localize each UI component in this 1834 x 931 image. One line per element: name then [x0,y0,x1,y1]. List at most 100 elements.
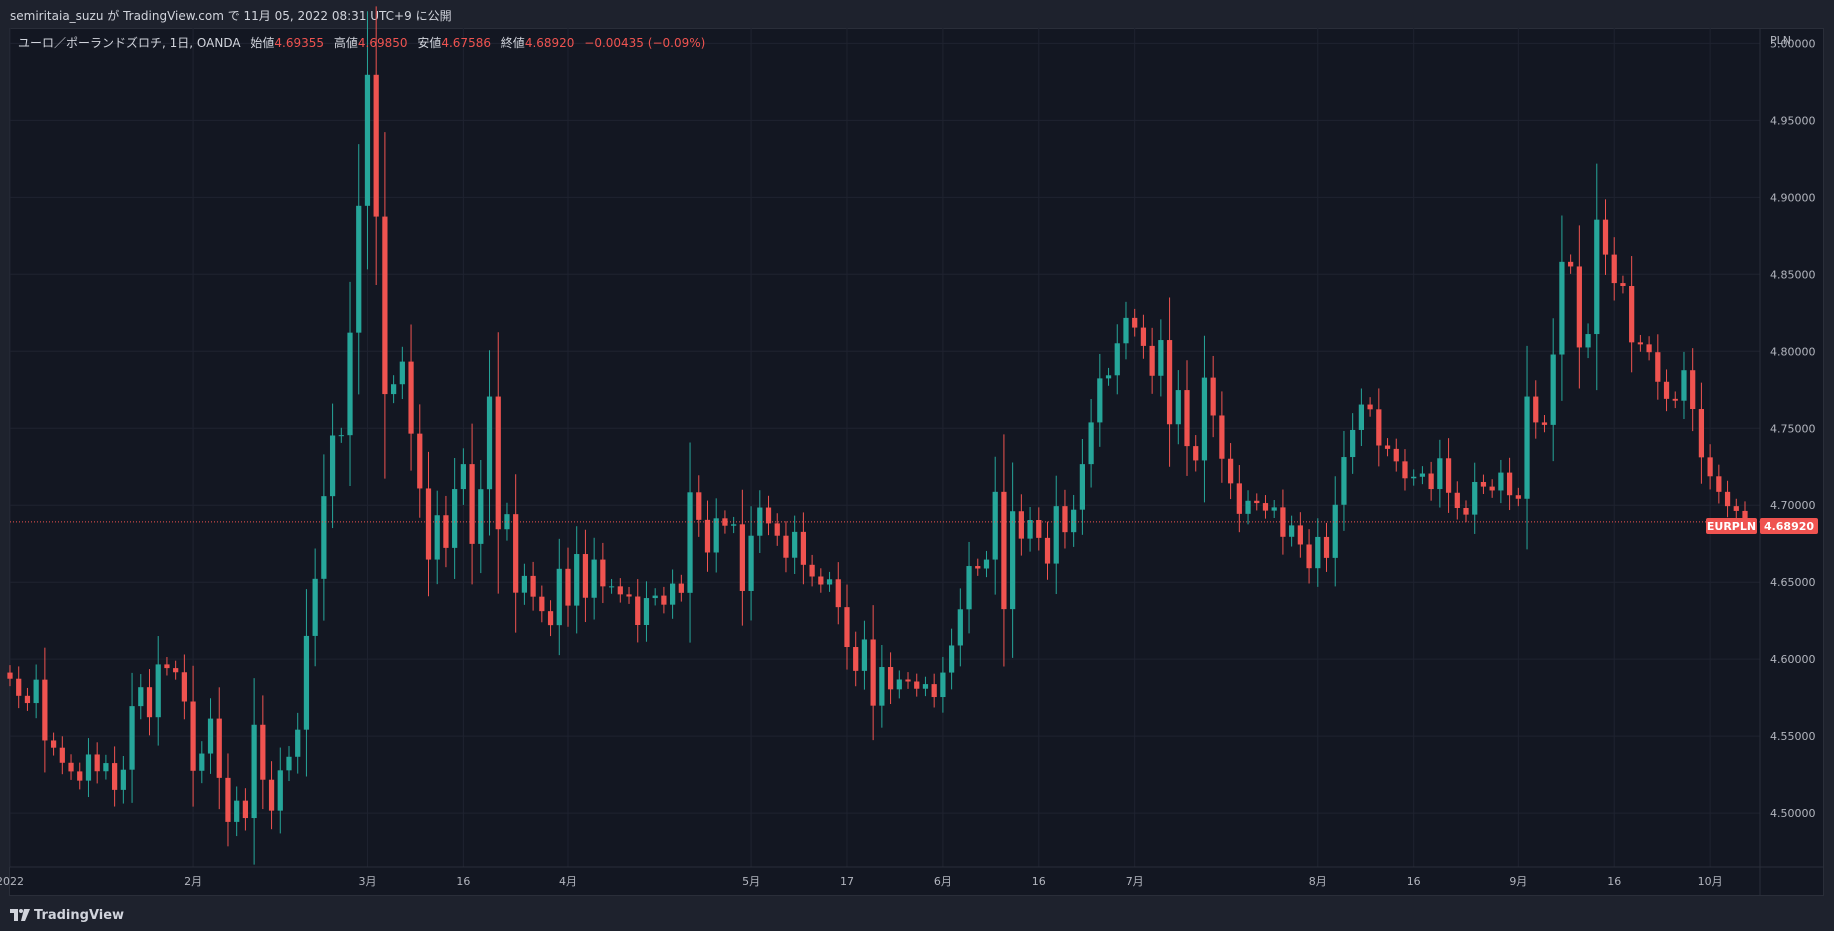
candle-body [1254,500,1260,504]
candle-body [1698,409,1705,458]
candle [617,578,623,603]
candle-body [155,664,161,718]
candle-body [853,647,859,671]
candle [809,554,815,587]
candle-body [1663,381,1670,399]
candle [268,761,275,830]
candle-body [1620,283,1626,287]
tradingview-logo[interactable]: TradingView [10,906,124,924]
candle-body [1611,254,1617,284]
candle-body [1428,473,1434,490]
candle [539,585,545,623]
candle [199,741,205,784]
candle-body [704,519,711,553]
candle [1053,475,1059,595]
candle-body [42,679,48,741]
candle-body [181,672,187,702]
candle-body [1123,317,1129,344]
candle [1533,380,1539,439]
candle [739,489,745,626]
time-tick-label: 7月 [1126,875,1144,888]
price-tick-label: 4.85000 [1770,268,1816,281]
candle [1210,355,1216,438]
candle-body [800,531,807,565]
candle [1506,457,1513,511]
candle-body [547,611,554,626]
candle-body [1716,476,1722,492]
candle [1655,334,1661,400]
candle [818,568,824,593]
candle-body [94,754,100,772]
candle [547,600,554,637]
candle [495,332,501,594]
change-value: −0.00435 (−0.09%) [584,36,706,50]
candle [835,562,841,625]
candle [1629,256,1635,373]
candle [1358,388,1364,446]
candle-body [1454,492,1460,509]
candle [373,6,379,286]
candle [434,490,440,585]
chart-frame[interactable] [9,28,1824,896]
candle [1219,391,1225,483]
candle [983,550,990,578]
candle [382,132,388,479]
price-tick-label: 4.90000 [1770,191,1816,204]
candle-body [234,800,240,822]
candle [914,673,920,697]
publish-info: semiritaia_suzu が TradingView.com で 11月 … [10,9,452,23]
candle [33,664,39,719]
candle [1602,199,1609,275]
candle [608,578,615,594]
candle-body [207,718,214,754]
candle [242,788,249,831]
candle [338,427,344,443]
candle-body [260,724,266,780]
candle-body [33,679,39,704]
candle-body [1629,286,1635,343]
candle [164,657,170,676]
candle-body [696,492,702,520]
candle-body [687,492,693,593]
candle-body [1506,472,1513,496]
candle-body [16,678,22,696]
candle [696,475,702,537]
candle [757,490,763,554]
candle [1036,507,1042,551]
candle-body [1184,390,1190,447]
candle [870,605,876,741]
candle-body [50,740,57,748]
candle [1698,382,1705,484]
candle-body [1001,491,1007,610]
candle-body [1036,520,1042,538]
candle-body [783,535,789,558]
candle [173,660,179,680]
candle-body [77,771,83,781]
candle-body [652,595,658,599]
candle [1315,518,1321,587]
candle [504,502,510,541]
candle [1341,430,1347,531]
candle [582,529,589,623]
candle-body [1289,525,1295,537]
candle-body [748,535,754,591]
candle [591,537,597,620]
candle [1193,435,1199,472]
grid [9,28,1760,867]
candle [1062,489,1068,549]
candle-body [739,524,745,591]
candle-body [268,779,275,811]
candle-body [1489,486,1495,491]
time-tick-label: 17 [840,875,854,888]
candle [844,584,850,670]
candle-body [1472,481,1478,515]
candle [1480,474,1487,494]
candle [1350,413,1356,474]
candle-body [1158,340,1164,376]
low-label: 安値 [417,36,442,50]
price-tick-label: 4.95000 [1770,114,1816,127]
candle-body [792,531,798,558]
candle [1367,397,1373,417]
candle [1105,367,1112,386]
